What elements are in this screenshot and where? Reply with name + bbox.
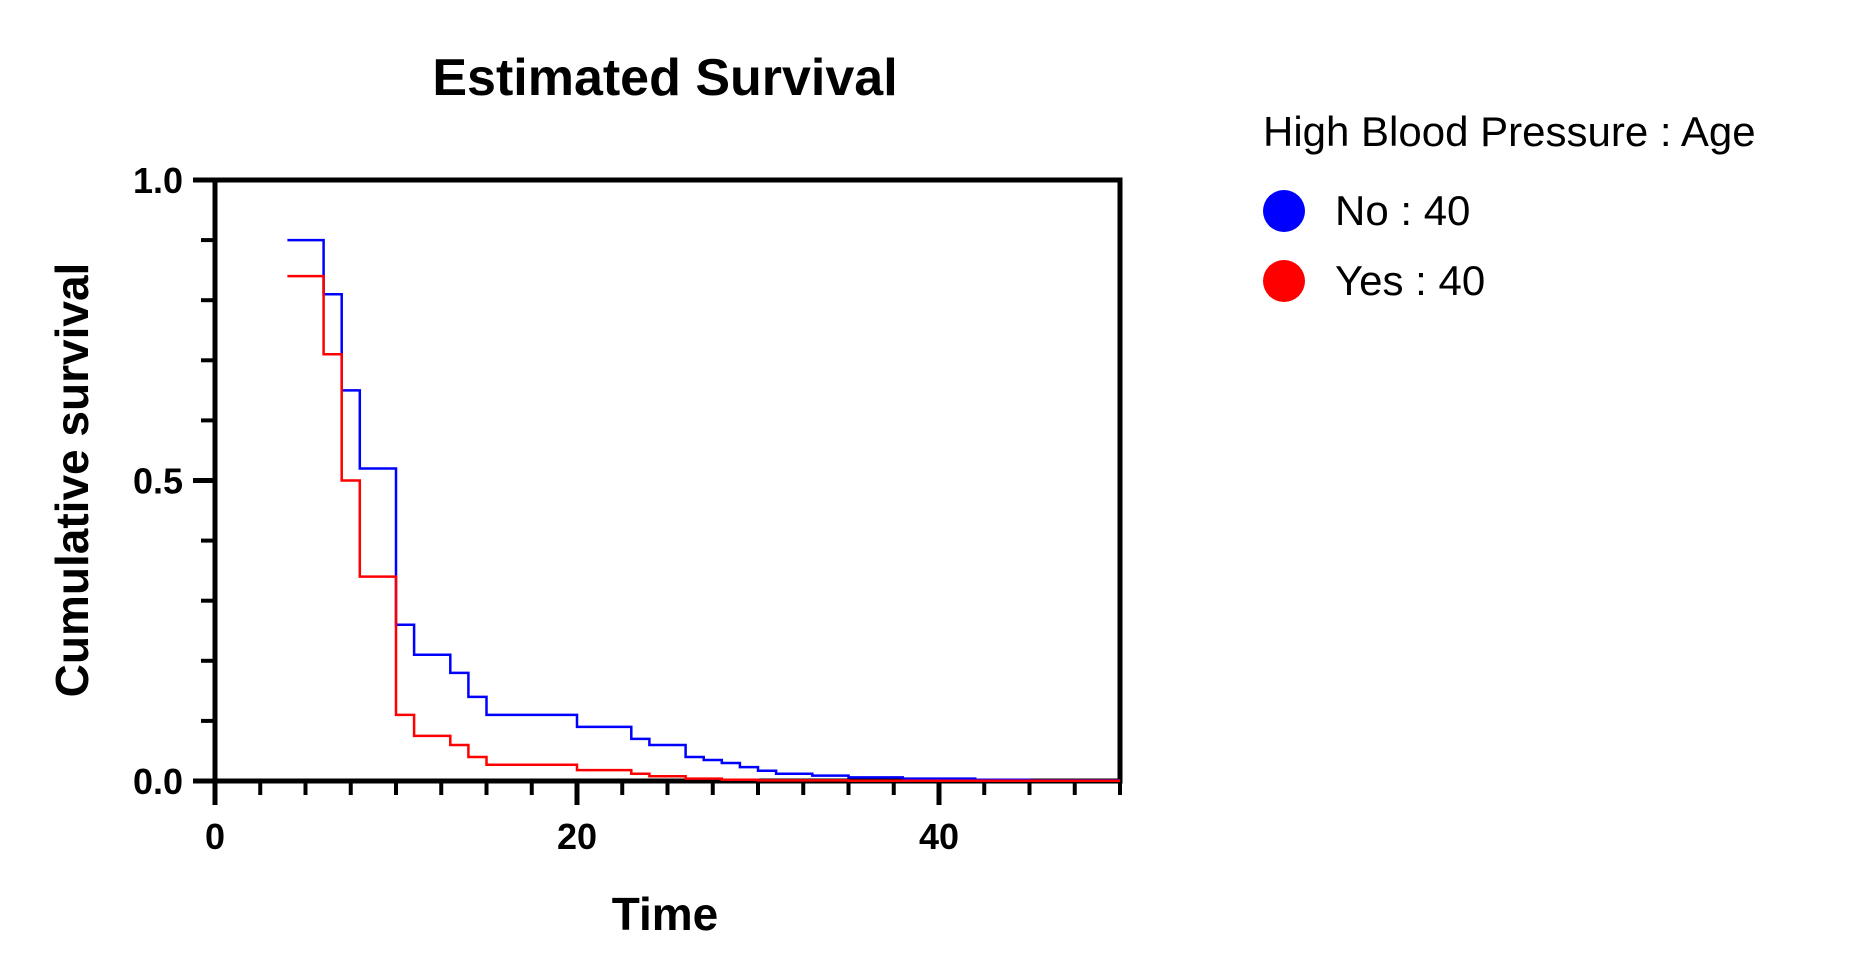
legend-label-yes: Yes : 40 — [1335, 257, 1486, 304]
x-tick-label: 0 — [205, 816, 225, 857]
y-tick-label: 0.0 — [133, 761, 183, 802]
plot-area: 0.0 0.5 1.0 0 20 40 — [133, 160, 1123, 857]
legend-title: High Blood Pressure : Age — [1263, 108, 1756, 155]
x-axis-label: Time — [612, 888, 719, 940]
series-line-no — [287, 238, 1120, 782]
y-tick-label: 1.0 — [133, 160, 183, 201]
y-tick-label: 0.5 — [133, 461, 183, 502]
y-axis-label: Cumulative survival — [46, 263, 98, 698]
legend-item-no: No : 40 — [1263, 176, 1756, 246]
legend: High Blood Pressure : Age No : 40 Yes : … — [1263, 108, 1756, 316]
legend-item-yes: Yes : 40 — [1263, 246, 1756, 316]
chart-title: Estimated Survival — [432, 49, 897, 107]
legend-marker-yes — [1263, 260, 1305, 302]
x-tick-label: 20 — [557, 816, 597, 857]
x-tick-label: 40 — [919, 816, 959, 857]
series-line-yes — [287, 274, 1120, 782]
legend-label-no: No : 40 — [1335, 187, 1471, 234]
legend-marker-no — [1263, 190, 1305, 232]
